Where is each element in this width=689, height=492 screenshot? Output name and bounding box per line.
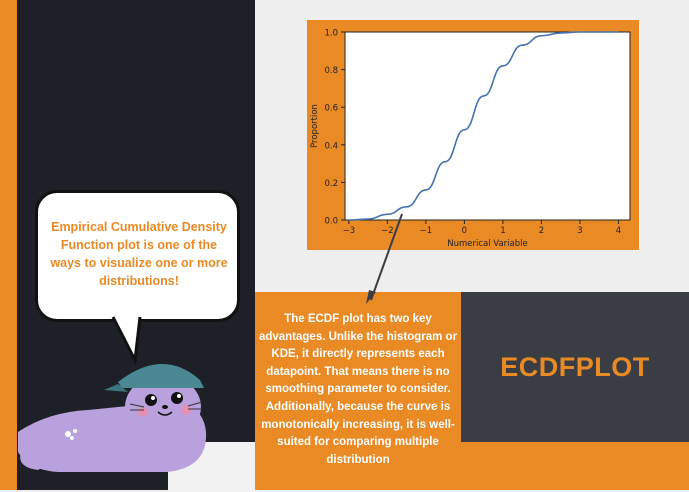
speech-bubble xyxy=(35,190,240,322)
bubble-text: Empirical Cumulative Density Function pl… xyxy=(50,220,228,288)
seal-eye-right xyxy=(171,392,183,404)
left-accent-stripe xyxy=(0,0,17,490)
chart-background xyxy=(307,20,639,250)
speech-bubble-tail xyxy=(111,316,142,366)
seal-mascot-illustration xyxy=(18,363,258,492)
description-text: The ECDF plot has two key advantages. Un… xyxy=(258,313,458,466)
title-panel xyxy=(461,292,689,442)
cap xyxy=(118,363,204,388)
description-panel xyxy=(255,292,461,490)
bottom-accent-band xyxy=(461,442,689,490)
page-title: ECDFPLOT xyxy=(500,352,650,382)
seal-eye-left xyxy=(145,394,157,406)
